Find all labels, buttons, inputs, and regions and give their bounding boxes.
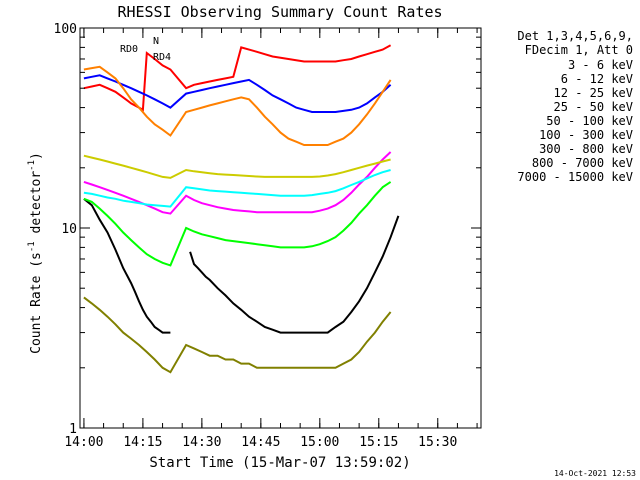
- legend-entry: 3 - 6 keV: [568, 58, 633, 72]
- x-tick-label: 14:45: [241, 435, 280, 450]
- series-line-4: [83, 154, 391, 179]
- svg-text:Count Rate (s-1 detector-1): Count Rate (s-1 detector-1): [27, 152, 44, 354]
- footer-date: 14-Oct-2021 12:53: [554, 469, 636, 478]
- ylabel-post: detector: [29, 171, 44, 242]
- y-axis-label: Count Rate (s-1 detector-1): [27, 152, 44, 354]
- legend-entry: 300 - 800 keV: [539, 142, 633, 156]
- annotation-label: N: [153, 36, 159, 47]
- ylabel-sup1: -1: [27, 241, 37, 252]
- y-tick-label: 100: [54, 22, 77, 37]
- y-tick-label: 1: [69, 422, 77, 437]
- x-axis-label: Start Time (15-Mar-07 13:59:02): [149, 455, 410, 471]
- x-tick-label: 15:30: [418, 435, 457, 450]
- y-tick-label: 10: [61, 222, 77, 237]
- x-tick-label: 14:30: [182, 435, 221, 450]
- series-line-8: [83, 296, 392, 374]
- annotation-label: RD4: [153, 52, 171, 63]
- legend-entry: 6 - 12 keV: [561, 72, 633, 86]
- legend-entry: 100 - 300 keV: [539, 128, 633, 142]
- series-line-3: [83, 169, 391, 208]
- x-tick-label: 15:15: [359, 435, 398, 450]
- legend-entry: 7000 - 15000 keV: [517, 170, 633, 184]
- x-tick-label: 14:15: [123, 435, 162, 450]
- series-line-7: [83, 65, 392, 146]
- legend-header-line: FDecim 1, Att 0: [525, 43, 633, 57]
- legend-entry: 50 - 100 keV: [546, 114, 633, 128]
- series-group: [83, 44, 400, 374]
- chart-title: RHESSI Observing Summary Count Rates: [117, 3, 442, 21]
- ylabel-end: ): [29, 152, 44, 160]
- series-line-5: [83, 44, 392, 112]
- legend-entry: 25 - 50 keV: [554, 100, 633, 114]
- series-line-6: [83, 74, 392, 113]
- plot-area: 1 10 100 14:00 14:15 14:30 14:45 15:00 15:15 15:3…: [54, 22, 482, 450]
- ylabel-sup2: -1: [27, 160, 37, 171]
- ylabel-pre: Count Rate (s: [29, 252, 44, 354]
- series-line-0: [83, 198, 400, 334]
- series-line-1: [83, 151, 392, 215]
- legend: Det 1,3,4,5,6,9,FDecim 1, Att 03 - 6 keV…: [517, 29, 633, 184]
- x-tick-label: 15:00: [300, 435, 339, 450]
- x-tick-label: 14:00: [64, 435, 103, 450]
- legend-entry: 12 - 25 keV: [554, 86, 633, 100]
- series-line-2: [83, 181, 392, 267]
- legend-header-line: Det 1,3,4,5,6,9,: [517, 29, 633, 43]
- legend-entry: 800 - 7000 keV: [532, 156, 633, 170]
- annotation-label: RD0: [120, 44, 138, 55]
